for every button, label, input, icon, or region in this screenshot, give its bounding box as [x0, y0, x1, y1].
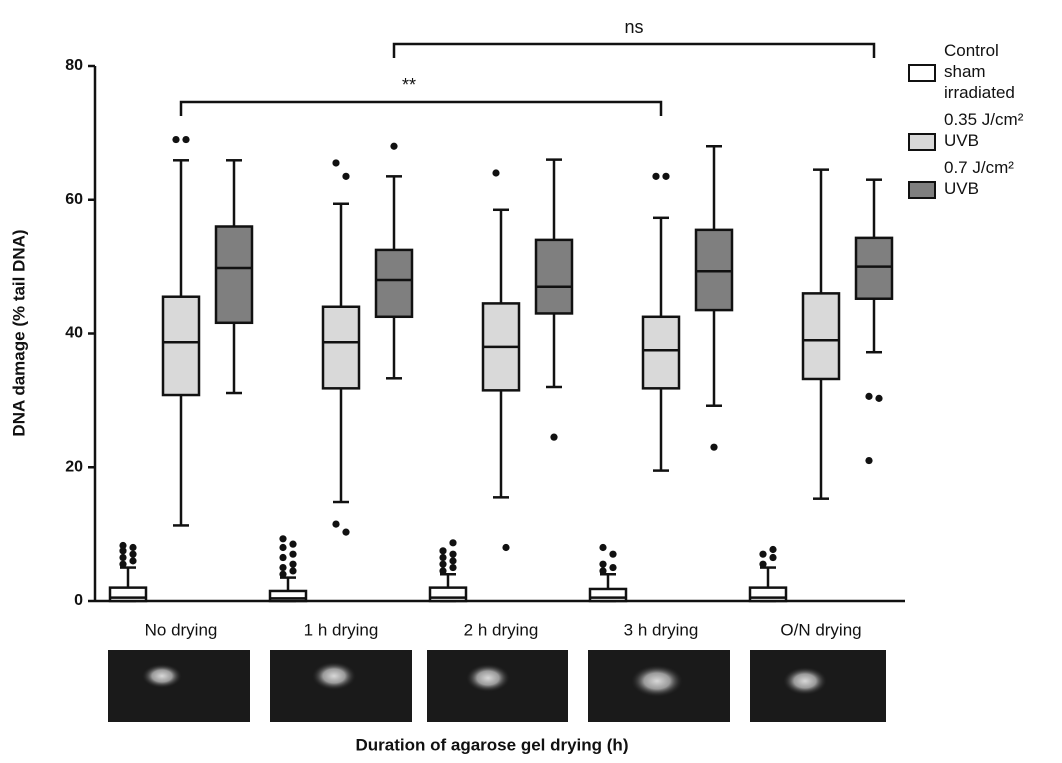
x-axis-label: Duration of agarose gel drying (h): [356, 735, 629, 754]
outlier: [279, 563, 287, 572]
outlier: [769, 545, 777, 554]
outlier: [439, 553, 447, 562]
box: [854, 236, 894, 300]
outlier: [289, 567, 297, 575]
legend-item: Control sham irradiated: [908, 40, 1058, 103]
outlier: [172, 135, 180, 144]
outlier: [599, 543, 607, 552]
outlier: [609, 563, 617, 572]
box: [748, 586, 788, 603]
outlier: [492, 169, 500, 177]
outlier: [182, 135, 190, 144]
outlier: [289, 550, 297, 558]
outlier: [449, 539, 457, 547]
box: [214, 225, 254, 325]
box: [534, 238, 574, 315]
box: [321, 305, 361, 390]
y-tick-label: 0: [74, 592, 83, 609]
legend-label: 0.35 J/cm² UVB: [944, 110, 1024, 150]
outlier: [289, 540, 297, 548]
significance-bracket: [392, 42, 876, 58]
box: [268, 589, 308, 603]
outlier: [599, 560, 607, 568]
outlier: [865, 392, 873, 400]
legend-swatch: [908, 64, 936, 82]
outlier: [439, 560, 447, 568]
outlier: [332, 159, 340, 167]
outlier: [875, 394, 883, 402]
box: [108, 586, 148, 603]
legend-swatch: [908, 181, 936, 199]
outlier: [439, 547, 447, 555]
gel-images: [108, 650, 886, 722]
outlier: [119, 553, 127, 562]
box: [641, 315, 681, 390]
outlier: [449, 563, 457, 572]
y-tick-label: 40: [65, 325, 83, 342]
significance-bracket: [179, 100, 663, 116]
outlier: [129, 543, 137, 552]
outlier: [342, 172, 350, 180]
outlier: [279, 570, 287, 578]
legend-swatch: [908, 133, 936, 151]
x-tick-label: 1 h drying: [304, 620, 379, 639]
outlier: [129, 550, 137, 558]
outlier: [502, 543, 510, 552]
outlier: [279, 543, 287, 552]
legend-label: Control sham irradiated: [944, 41, 1015, 102]
outlier: [759, 550, 767, 558]
outlier: [289, 560, 297, 568]
x-tick-label: 2 h drying: [464, 620, 539, 639]
outlier: [652, 172, 660, 180]
x-tick-label: 3 h drying: [624, 620, 699, 639]
outlier: [390, 142, 398, 150]
outlier: [129, 557, 137, 565]
outlier: [342, 528, 350, 536]
legend: Control sham irradiated 0.35 J/cm² UVB 0.7…: [908, 40, 1058, 205]
outlier: [759, 560, 767, 568]
box: [694, 228, 734, 312]
outlier: [550, 433, 558, 441]
x-tick-label: O/N drying: [780, 620, 861, 639]
x-tick-label: No drying: [145, 620, 218, 639]
box: [161, 295, 201, 397]
outlier: [710, 443, 718, 451]
outlier: [769, 553, 777, 562]
outlier: [332, 520, 340, 528]
outlier: [609, 550, 617, 558]
legend-item: 0.35 J/cm² UVB: [908, 109, 1058, 151]
outlier: [865, 456, 873, 465]
significance-label: **: [402, 75, 416, 95]
outlier: [449, 557, 457, 565]
box: [428, 586, 468, 603]
y-axis-label: DNA damage (% tail DNA): [9, 229, 28, 436]
outlier: [439, 567, 447, 575]
outlier: [119, 547, 127, 555]
significance-label: ns: [624, 17, 643, 37]
box: [588, 587, 628, 603]
outlier: [119, 541, 127, 550]
outlier: [449, 550, 457, 558]
y-tick-label: 60: [65, 191, 83, 208]
box: [801, 292, 841, 381]
outlier: [119, 560, 127, 568]
outlier: [599, 567, 607, 575]
legend-label: 0.7 J/cm² UVB: [944, 158, 1014, 198]
outlier: [279, 535, 287, 543]
y-tick-label: 80: [65, 57, 83, 74]
outlier: [662, 172, 670, 180]
legend-item: 0.7 J/cm² UVB: [908, 157, 1058, 199]
box: [374, 248, 414, 319]
y-tick-label: 20: [65, 458, 83, 475]
outlier: [279, 553, 287, 562]
